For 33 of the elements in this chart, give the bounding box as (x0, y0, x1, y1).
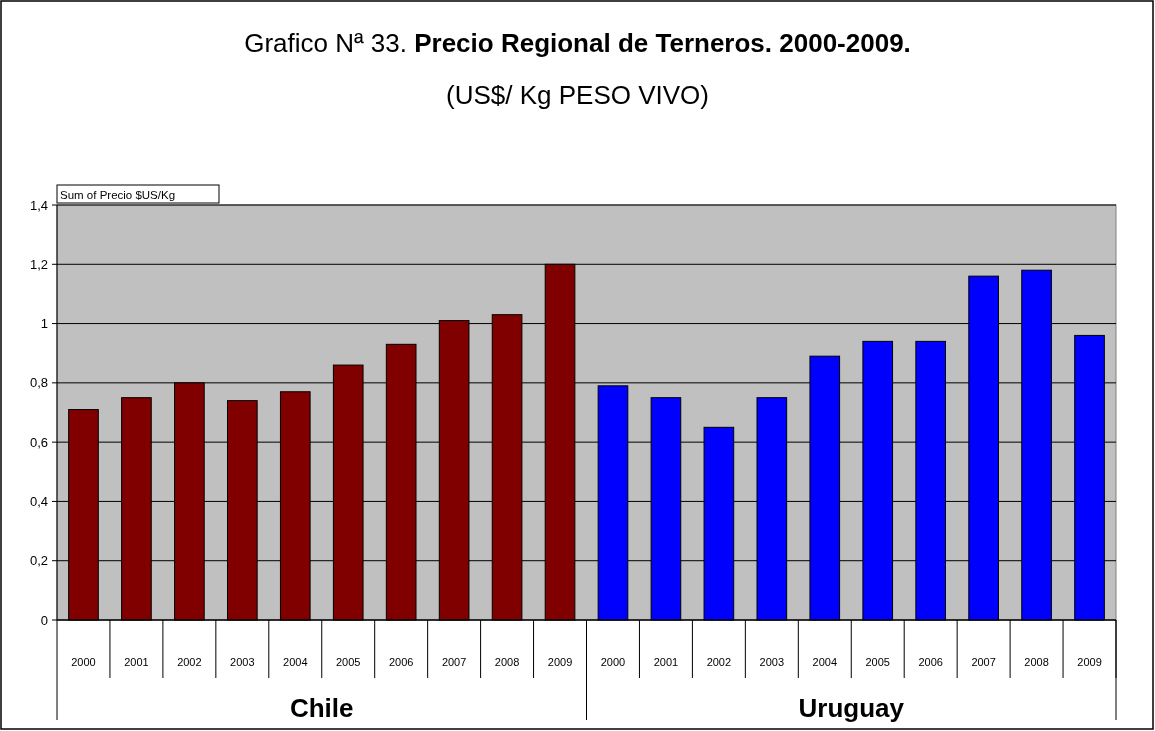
chart-title: Grafico Nª 33. Precio Regional de Terneros. 2000-2009. (244, 28, 911, 58)
x-tick-label: 2009 (547, 656, 573, 668)
text: Uruguay (798, 693, 905, 723)
x-tick-label: 2006 (918, 656, 943, 668)
x-tick-label: 2000 (600, 656, 626, 668)
x-tick-label: 2003 (759, 656, 785, 668)
text: Sum of Precio $US/Kg (60, 189, 176, 201)
x-tick-label: 2005 (335, 656, 361, 668)
y-tick-label: 0 (40, 612, 48, 628)
x-tick-label: 2007 (971, 656, 996, 668)
x-tick-label: 2005 (865, 656, 890, 668)
x-tick-label: 2002 (177, 656, 202, 668)
y-tick-label: 1,4 (29, 197, 48, 213)
x-tick-label: 2004 (812, 656, 838, 668)
y-tick-label: 0,8 (29, 375, 48, 391)
x-tick-label: 2009 (1077, 656, 1102, 668)
y-tick-label: 0,6 (29, 434, 48, 450)
text: Chile (289, 693, 354, 723)
x-tick-label: 2008 (494, 656, 520, 668)
x-tick-label: 2004 (283, 656, 308, 668)
chart-subtitle: (US$/ Kg PESO VIVO) (446, 80, 709, 110)
x-tick-label: 2003 (230, 656, 255, 668)
y-tick-label: 0,4 (29, 493, 48, 509)
x-tick-label: 2001 (124, 656, 149, 668)
y-tick-label: 1 (40, 316, 48, 332)
x-tick-label: 2000 (71, 656, 96, 668)
y-tick-label: 1,2 (29, 256, 48, 272)
x-tick-label: 2007 (441, 656, 467, 668)
x-tick-label: 2001 (653, 656, 679, 668)
x-tick-label: 2002 (706, 656, 732, 668)
y-tick-label: 0,2 (29, 553, 48, 569)
x-tick-label: 2008 (1024, 656, 1049, 668)
x-tick-label: 2006 (388, 656, 414, 668)
